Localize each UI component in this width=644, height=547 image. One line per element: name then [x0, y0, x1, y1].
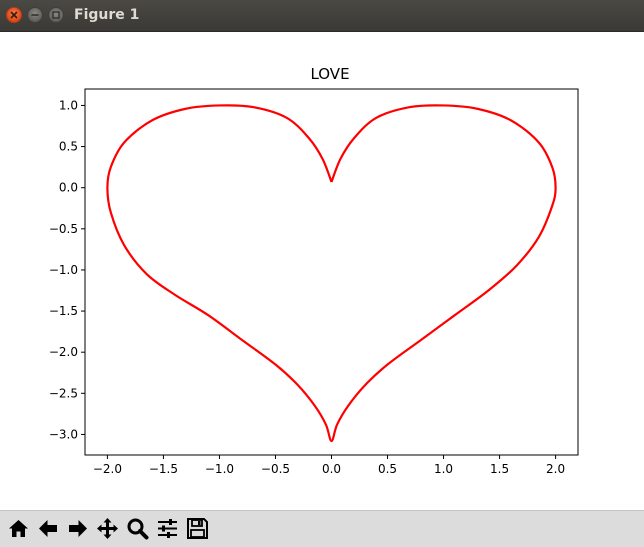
home-icon	[9, 520, 28, 537]
y-axis: 1.0 0.5 0.0 −0.5 −1.0 −1.5 −2.0 −2.5 −3.0	[49, 98, 85, 441]
y-tick-label: −1.5	[49, 304, 78, 318]
zoom-icon	[127, 518, 149, 540]
plot-series-layer	[106, 104, 557, 443]
heart-curve-line	[106, 104, 557, 443]
chart: LOVE −2.0 −1.5 −1.0 −0.5 0.0 0.5 1.0 1.5 2.0 1.0…	[49, 65, 579, 476]
x-tick-label: −0.5	[261, 462, 290, 476]
pan-button[interactable]	[94, 515, 121, 542]
close-window-button[interactable]	[6, 7, 22, 23]
subplots-button[interactable]	[154, 515, 181, 542]
minimize-icon	[31, 14, 39, 16]
x-tick-label: −2.0	[93, 462, 122, 476]
y-tick-label: 0.0	[59, 181, 78, 195]
minimize-window-button[interactable]	[27, 7, 43, 23]
y-tick-label: −2.0	[49, 345, 78, 359]
y-tick-label: −1.0	[49, 263, 78, 277]
maximize-icon	[52, 11, 60, 19]
title-bar[interactable]: Figure 1	[0, 0, 644, 32]
x-tick-label: −1.5	[149, 462, 178, 476]
back-button[interactable]	[35, 515, 62, 542]
x-axis: −2.0 −1.5 −1.0 −0.5 0.0 0.5 1.0 1.5 2.0	[93, 455, 565, 476]
y-tick-label: −0.5	[49, 222, 78, 236]
forward-button[interactable]	[64, 515, 91, 542]
x-tick-label: 0.0	[322, 462, 341, 476]
chart-title: LOVE	[310, 65, 349, 83]
x-tick-label: 0.5	[378, 462, 397, 476]
x-tick-label: 1.0	[434, 462, 453, 476]
save-button[interactable]	[184, 515, 211, 542]
subplots-icon	[158, 519, 177, 538]
pan-icon	[97, 518, 118, 539]
home-button[interactable]	[5, 515, 32, 542]
x-tick-label: 2.0	[546, 462, 565, 476]
maximize-window-button[interactable]	[48, 7, 64, 23]
x-tick-label: 1.5	[490, 462, 509, 476]
axes-frame	[84, 88, 579, 456]
close-icon	[10, 11, 18, 19]
figure-canvas[interactable]: LOVE −2.0 −1.5 −1.0 −0.5 0.0 0.5 1.0 1.5 2.0 1.0…	[0, 32, 644, 510]
save-icon	[187, 518, 208, 539]
x-tick-label: −1.0	[205, 462, 234, 476]
back-arrow-icon	[39, 520, 57, 537]
zoom-button[interactable]	[124, 515, 151, 542]
y-tick-label: −3.0	[49, 427, 78, 441]
y-tick-label: −2.5	[49, 386, 78, 400]
y-tick-label: 0.5	[59, 140, 78, 154]
y-tick-label: 1.0	[59, 98, 78, 112]
navigation-toolbar	[0, 510, 644, 547]
window-title: Figure 1	[74, 7, 140, 23]
forward-arrow-icon	[69, 520, 87, 537]
